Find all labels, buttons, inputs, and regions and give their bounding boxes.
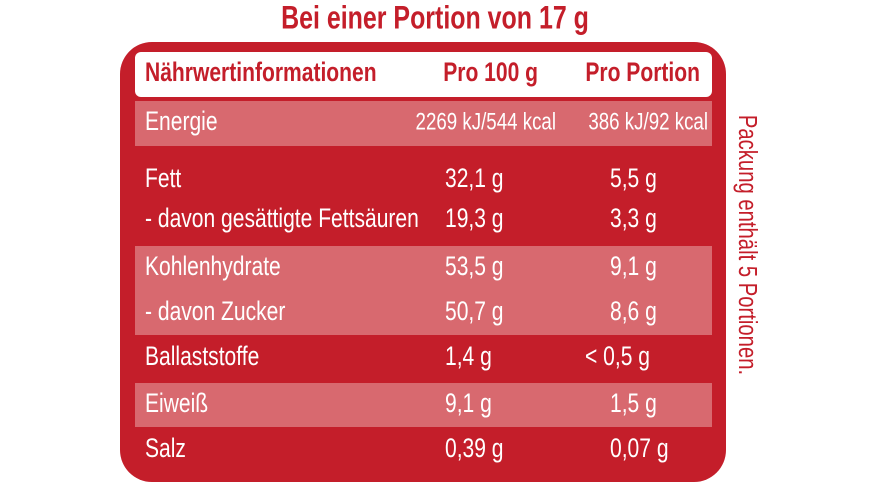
cell: Energie — [145, 107, 218, 137]
cell: 0,39 g — [445, 434, 504, 464]
cell: 50,7 g — [445, 297, 504, 327]
cell: 2269 kJ/544 kcal — [416, 108, 556, 135]
cell: 386 kJ/92 kcal — [588, 108, 708, 135]
cell: 53,5 g — [445, 252, 504, 282]
cell: Salz — [145, 434, 186, 464]
header-cell: Nährwertinformationen — [145, 58, 377, 88]
cell: - davon gesättigte Fettsäuren — [145, 204, 419, 234]
cell: 9,1 g — [610, 252, 657, 282]
cell: 1,4 g — [445, 342, 492, 372]
cell: 9,1 g — [445, 389, 492, 419]
cell: - davon Zucker — [145, 297, 285, 327]
cell: 3,3 g — [610, 204, 657, 234]
row-band — [135, 246, 712, 335]
cell: Eiweiß — [145, 389, 208, 419]
row-band — [135, 101, 712, 146]
text-layer: Bei einer Portion von 17 g Nährwertinform… — [145, 1, 708, 464]
row-band — [135, 383, 712, 427]
side-note: Packung enthält 5 Portionen. — [734, 115, 763, 375]
cell: 5,5 g — [610, 164, 657, 194]
cell: 8,6 g — [610, 297, 657, 327]
cell: < 0,5 g — [585, 342, 650, 372]
cell: Kohlenhydrate — [145, 252, 281, 282]
header-cell: Pro Portion — [585, 58, 700, 88]
cell: 32,1 g — [445, 164, 504, 194]
cell: 1,5 g — [610, 389, 657, 419]
cell: 19,3 g — [445, 204, 504, 234]
header-band — [135, 52, 712, 97]
cell: Ballaststoffe — [145, 342, 259, 372]
cell: Fett — [145, 164, 182, 194]
cell: 0,07 g — [610, 434, 669, 464]
title: Bei einer Portion von 17 g — [281, 1, 589, 37]
header-cell: Pro 100 g — [443, 58, 538, 88]
